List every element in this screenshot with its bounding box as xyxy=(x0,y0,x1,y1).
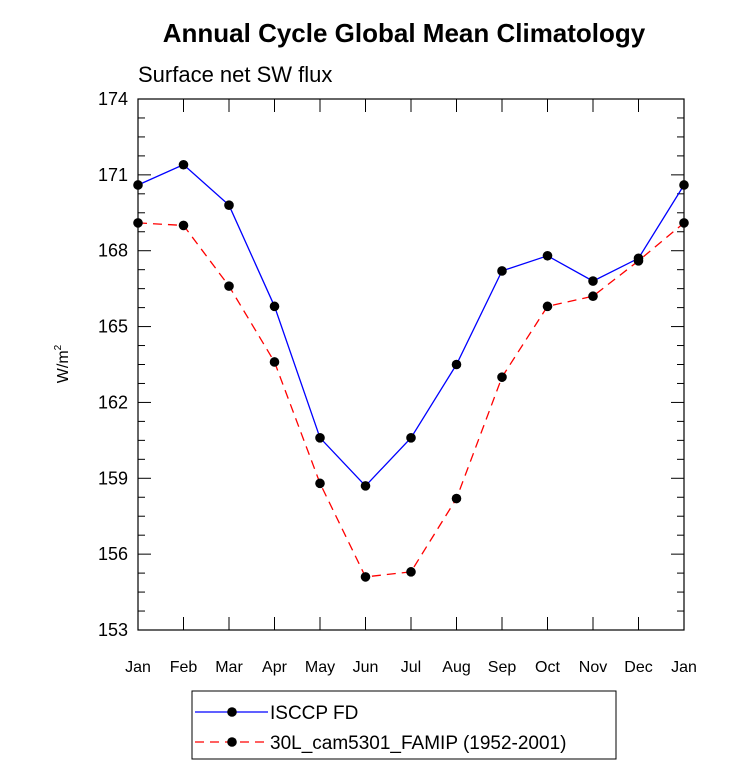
series-layer xyxy=(133,159,689,582)
legend-label-1: ISCCP FD xyxy=(270,703,358,724)
series-1-point xyxy=(178,159,189,170)
series-2-point xyxy=(360,572,371,582)
x-tick-label: Mar xyxy=(215,659,243,676)
x-tick-label: Sep xyxy=(488,659,517,676)
legend: ISCCP FD 30L_cam5301_FAMIP (1952-2001) xyxy=(195,703,566,754)
y-axis-label-superscript: 2 xyxy=(53,344,64,350)
series-1-point xyxy=(497,266,507,276)
y-tick-label: 174 xyxy=(98,89,128,109)
x-tick-label: Feb xyxy=(170,659,198,676)
series-1-point xyxy=(360,481,371,491)
series-1-point xyxy=(315,433,325,443)
series-2-point xyxy=(633,256,644,266)
chart-title: Annual Cycle Global Mean Climatology xyxy=(163,18,646,48)
series-2-point xyxy=(451,493,462,504)
series-1-point xyxy=(269,301,280,312)
series-2-point xyxy=(178,220,189,231)
series-1-point xyxy=(679,180,689,190)
legend-marker-1 xyxy=(227,707,237,717)
y-tick-label: 165 xyxy=(98,317,128,337)
series-2-point xyxy=(497,372,507,382)
x-tick-label: Aug xyxy=(442,659,470,676)
series-1-point xyxy=(542,250,553,261)
series-2-point xyxy=(588,291,598,302)
x-tick-label: Nov xyxy=(579,659,607,676)
series-1-point xyxy=(224,200,234,210)
legend-marker-2 xyxy=(227,737,237,747)
series-1-point xyxy=(133,180,143,190)
x-tick-label: Jun xyxy=(353,659,379,676)
x-tick-label: Jan xyxy=(125,659,151,676)
y-tick-label: 168 xyxy=(98,241,128,261)
y-axis-label-unit: W/m xyxy=(55,350,72,383)
series-1-point xyxy=(451,359,462,370)
series-2-point xyxy=(542,301,553,312)
x-tick-label: Jan xyxy=(671,659,697,676)
legend-box xyxy=(191,690,617,760)
series-2-point xyxy=(224,281,234,291)
x-tick-label: Apr xyxy=(262,659,288,676)
series-2-point xyxy=(133,218,143,228)
y-tick-label: 153 xyxy=(98,620,128,640)
x-tick-label: Jul xyxy=(401,659,421,676)
y-axis-label: W/m2 xyxy=(53,344,72,383)
legend-label-2: 30L_cam5301_FAMIP (1952-2001) xyxy=(270,733,566,754)
chart-subtitle: Surface net SW flux xyxy=(138,62,332,87)
y-axis: 153 156 159 162 165 168 171 174 xyxy=(98,89,684,640)
series-2-point xyxy=(406,567,416,577)
y-tick-label: 162 xyxy=(98,392,128,412)
y-tick-label: 156 xyxy=(98,544,128,564)
x-tick-label: Dec xyxy=(624,659,652,676)
series-2-point xyxy=(315,478,325,489)
series-2-point xyxy=(269,357,280,367)
x-tick-label: May xyxy=(305,659,335,676)
y-tick-label: 159 xyxy=(98,468,128,488)
series-2-point xyxy=(679,218,689,228)
plot-frame xyxy=(137,98,685,631)
series-1-point xyxy=(588,276,598,286)
series-1-point xyxy=(406,433,416,443)
y-tick-label: 171 xyxy=(98,165,128,185)
x-tick-label: Oct xyxy=(535,659,560,676)
x-axis: Jan Feb Mar Apr May Jun Jul Aug Sep Oct Nov Dec Jan xyxy=(125,99,697,676)
